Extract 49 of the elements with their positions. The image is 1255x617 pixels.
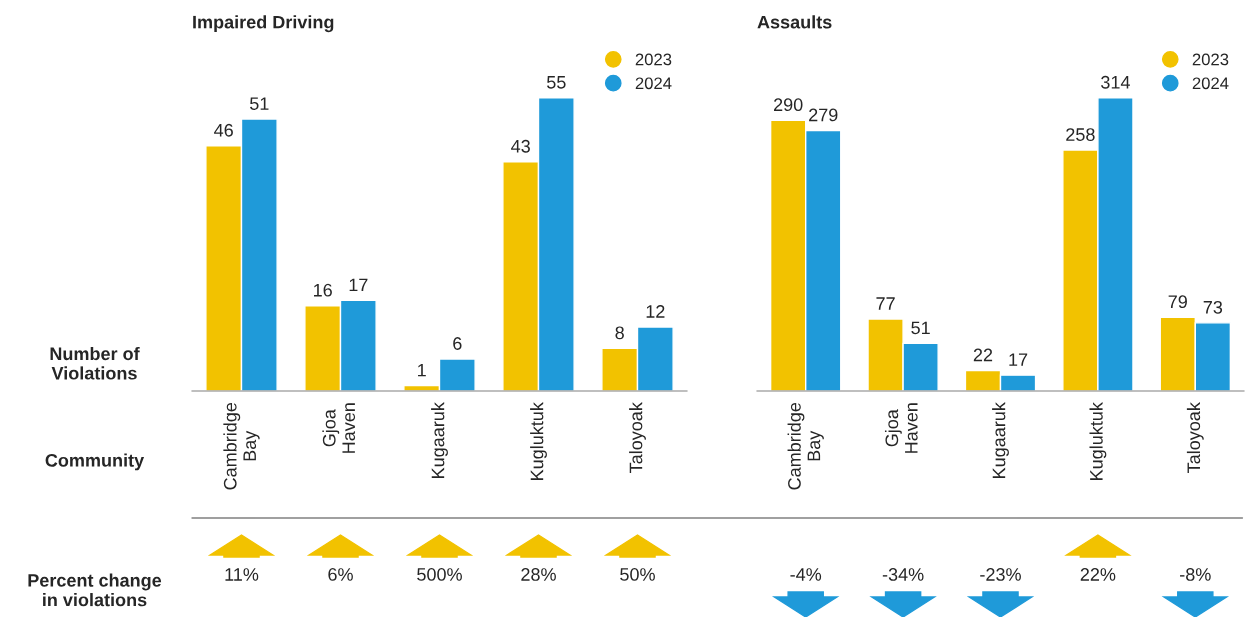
text: -34%: [882, 568, 924, 581]
text: 500%: [417, 568, 462, 581]
x-tick-label: Gjoa Haven: [884, 403, 918, 453]
data-label: 279: [809, 108, 838, 122]
text: -23%: [980, 568, 1021, 581]
data-label: 6: [453, 337, 462, 350]
x-tick-label: Kugaaruk: [992, 402, 1009, 478]
text: 11%: [225, 568, 259, 581]
text: -8%: [1180, 568, 1211, 581]
text: 6%: [328, 568, 353, 581]
data-label: 73: [1203, 300, 1223, 314]
legend-label: 2024: [635, 77, 672, 90]
data-label: 22: [973, 348, 993, 362]
x-tick-label: Kugaaruk: [431, 402, 448, 478]
data-label: 17: [1009, 353, 1028, 366]
legend-label: 2023: [1192, 53, 1229, 66]
x-axis-title: Community: [45, 453, 145, 471]
x-tick-label: Cambridge Bay: [787, 402, 824, 490]
x-tick-label: Taloyoak: [629, 402, 646, 473]
data-label: 43: [511, 139, 530, 153]
data-label: 1: [418, 363, 426, 377]
x-tick-label: Kugluktuk: [530, 402, 547, 480]
data-label: 55: [547, 76, 566, 89]
chart-title: Impaired Driving: [193, 15, 334, 33]
data-label: 51: [250, 97, 269, 110]
data-label: 79: [1168, 295, 1187, 309]
data-label: 258: [1066, 128, 1095, 141]
data-label: 314: [1101, 75, 1130, 89]
legend-label: 2023: [635, 53, 672, 66]
data-label: 17: [349, 278, 368, 292]
text: 50%: [620, 568, 655, 581]
data-label: 46: [214, 123, 233, 137]
y-axis-title: Number of Violations: [50, 346, 140, 380]
data-label: 51: [911, 321, 930, 335]
data-label: 8: [615, 326, 624, 340]
legend-label: 2024: [1192, 77, 1229, 90]
data-label: 77: [876, 297, 895, 310]
x-tick-label: Gjoa Haven: [322, 403, 356, 453]
x-tick-label: Taloyoak: [1186, 402, 1204, 473]
data-label: 290: [774, 98, 803, 112]
x-tick-label: Kugluktuk: [1089, 402, 1107, 480]
x-tick-label: Cambridge Bay: [223, 402, 260, 490]
text: 22%: [1080, 568, 1116, 581]
text: -4%: [790, 568, 822, 581]
text: 28%: [521, 568, 556, 581]
text: Percent change in violations: [28, 573, 162, 607]
data-label: 16: [314, 283, 332, 297]
data-label: 12: [646, 305, 665, 318]
chart-title: Assaults: [757, 15, 832, 29]
